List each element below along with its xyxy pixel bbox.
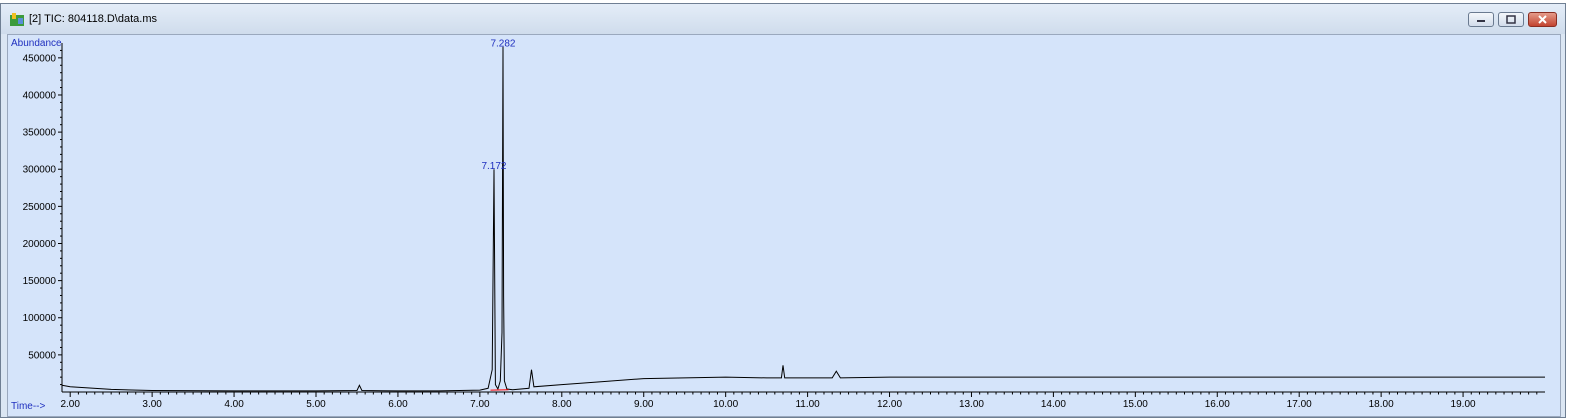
x-tick-label: 16.00 [1205,399,1230,410]
x-tick-label: 4.00 [224,399,244,410]
y-tick-label: 250000 [23,202,57,213]
close-button[interactable] [1528,12,1557,27]
x-tick-label: 12.00 [877,399,902,410]
title-bar[interactable]: [2] TIC: 804118.D\data.ms [1,4,1565,34]
y-tick-label: 450000 [23,53,57,64]
y-tick-label: 300000 [23,165,57,176]
x-tick-label: 18.00 [1369,399,1394,410]
y-tick-label: 350000 [23,128,57,139]
x-tick-label: 17.00 [1287,399,1312,410]
chromatogram-chart: Abundance Time--> 50000 100000 150000 20000… [11,38,1545,412]
x-tick-label: 5.00 [306,399,326,410]
x-tick-label: 19.00 [1451,399,1476,410]
maximize-button[interactable] [1498,12,1524,27]
y-tick-label: 200000 [23,239,57,250]
x-tick-label: 3.00 [142,399,162,410]
trace-group: 7.282 7.172 [61,39,1545,392]
peak-label: 7.282 [490,39,515,50]
chromatogram-window: [2] TIC: 804118.D\data.ms Abundance Time… [0,3,1566,418]
window-title: [2] TIC: 804118.D\data.ms [29,13,157,25]
x-tick-label: 2.00 [60,399,80,410]
x-tick-label: 15.00 [1123,399,1148,410]
peak-label: 7.172 [481,161,506,172]
x-tick-label: 10.00 [713,399,738,410]
chemstation-icon [9,12,25,28]
axes: 50000 100000 150000 200000 250000 300000 35000… [23,43,1545,410]
y-tick-label: 50000 [28,350,56,361]
y-tick-label: 400000 [23,90,57,101]
chromatogram-plot[interactable]: Abundance Time--> 50000 100000 150000 20000… [7,34,1561,417]
x-axis-label: Time--> [11,401,46,412]
y-axis-label: Abundance [11,38,62,49]
y-tick-label: 150000 [23,276,57,287]
x-tick-label: 8.00 [552,399,572,410]
x-tick-label: 11.00 [795,399,820,410]
x-tick-label: 6.00 [388,399,408,410]
x-tick-label: 13.00 [959,399,984,410]
minimize-button[interactable] [1468,12,1494,27]
tic-trace [61,46,1545,392]
y-tick-label: 100000 [23,313,57,324]
x-tick-label: 9.00 [634,399,654,410]
x-tick-label: 7.00 [470,399,490,410]
x-tick-label: 14.00 [1041,399,1066,410]
